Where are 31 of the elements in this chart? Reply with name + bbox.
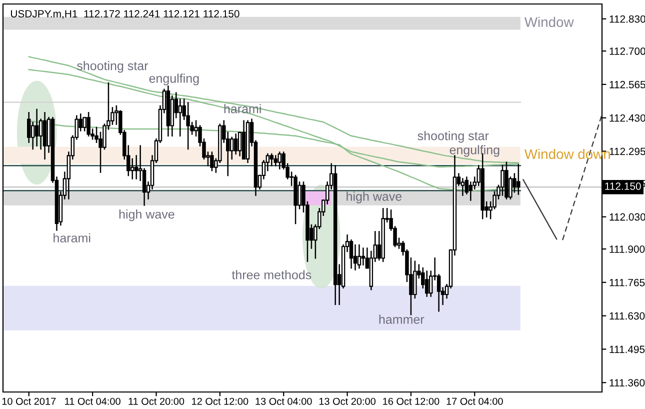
- y-tick-label: 112.430: [610, 114, 645, 122]
- annotation: three methods: [232, 270, 312, 280]
- y-tick-label: 112.830: [610, 15, 645, 23]
- ref-line-label: 112.150: [605, 182, 641, 190]
- annotation: shooting star: [418, 131, 489, 143]
- band-label: Window: [524, 16, 574, 28]
- annotation: shooting star: [77, 61, 148, 73]
- annotation: high wave: [346, 192, 402, 204]
- x-tick-label: 10 Oct 2017: [2, 398, 56, 405]
- annotation: hammer: [379, 314, 424, 324]
- annotation: engulfing: [149, 74, 199, 86]
- y-tick-label: 111.495: [610, 346, 645, 354]
- x-tick-label: 11 Oct 04:00: [65, 398, 120, 405]
- x-tick-label: 13 Oct 20:00: [319, 398, 376, 405]
- y-tick-label: 112.565: [610, 80, 645, 88]
- x-tick-label: 13 Oct 04:00: [256, 398, 312, 405]
- x-tick-label: 16 Oct 12:00: [383, 398, 440, 405]
- y-tick-label: 112.700: [610, 48, 645, 55]
- annotation: harami: [54, 233, 90, 242]
- chart-title: USDJPY.m,H1 112.172 112.241 112.121 112.150: [10, 10, 240, 19]
- y-tick-label: 111.630: [610, 312, 645, 320]
- x-tick-label: 17 Oct 04:00: [446, 398, 503, 405]
- y-tick-label: 111.900: [610, 245, 645, 253]
- x-tick-label: 11 Oct 20:00: [128, 398, 184, 405]
- annotation: high wave: [119, 209, 174, 222]
- annotation: engulfing: [450, 145, 500, 157]
- y-tick-label: 111.765: [610, 278, 645, 286]
- y-tick-label: 112.030: [610, 213, 645, 221]
- y-tick-label: 112.295: [610, 148, 645, 156]
- y-tick-label: 111.360: [610, 379, 645, 386]
- x-tick-label: 12 Oct 12:00: [192, 398, 248, 405]
